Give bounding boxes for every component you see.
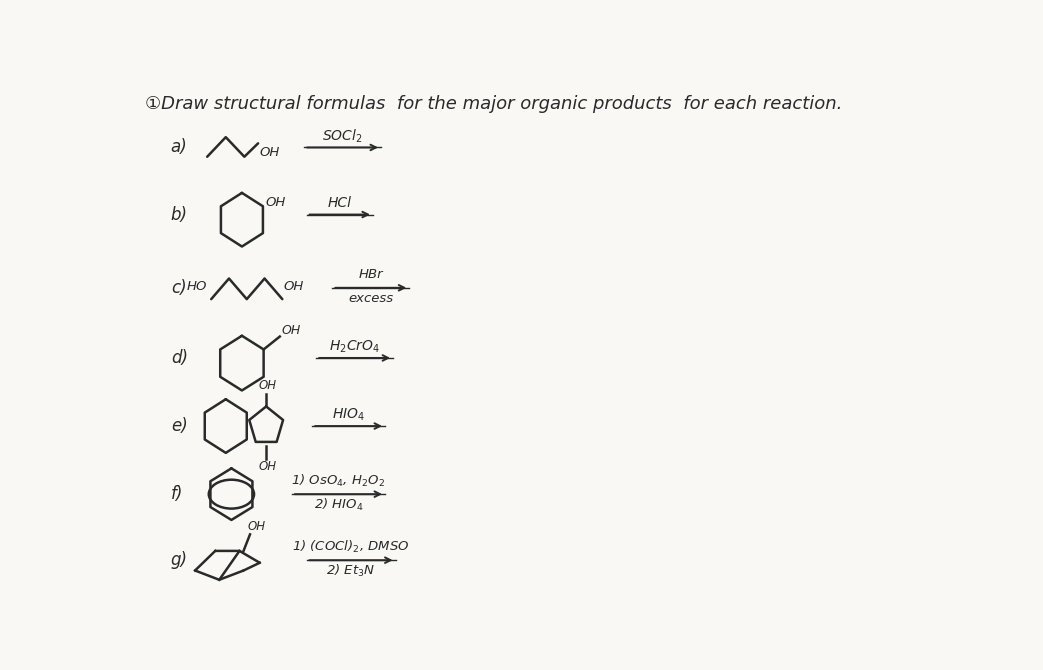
Text: OH: OH xyxy=(265,196,286,208)
Text: f): f) xyxy=(171,485,184,503)
Text: HCl: HCl xyxy=(328,196,351,210)
Text: c): c) xyxy=(171,279,187,297)
Text: OH: OH xyxy=(284,280,305,293)
Text: OH: OH xyxy=(247,520,266,533)
Text: g): g) xyxy=(171,551,188,570)
Text: d): d) xyxy=(171,349,188,367)
Text: H$_2$CrO$_4$: H$_2$CrO$_4$ xyxy=(330,338,381,355)
Text: 1) OsO$_4$, H$_2$O$_2$: 1) OsO$_4$, H$_2$O$_2$ xyxy=(291,473,386,489)
Text: b): b) xyxy=(171,206,188,224)
Text: HBr: HBr xyxy=(359,268,383,281)
Text: 2) Et$_3$N: 2) Et$_3$N xyxy=(326,562,375,579)
Text: ①Draw structural formulas  for the major organic products  for each reaction.: ①Draw structural formulas for the major … xyxy=(145,95,843,113)
Text: SOCl$_2$: SOCl$_2$ xyxy=(322,127,363,145)
Text: excess: excess xyxy=(348,291,393,305)
Text: 1) (COCl)$_2$, DMSO: 1) (COCl)$_2$, DMSO xyxy=(292,539,410,555)
Text: OH: OH xyxy=(282,324,300,337)
Text: HO: HO xyxy=(187,280,208,293)
Text: e): e) xyxy=(171,417,188,435)
Text: HIO$_4$: HIO$_4$ xyxy=(332,407,365,423)
Text: a): a) xyxy=(171,139,188,157)
Text: OH: OH xyxy=(258,379,276,393)
Text: 2) HIO$_4$: 2) HIO$_4$ xyxy=(314,496,363,513)
Text: OH: OH xyxy=(260,146,281,159)
Text: OH: OH xyxy=(258,460,276,473)
